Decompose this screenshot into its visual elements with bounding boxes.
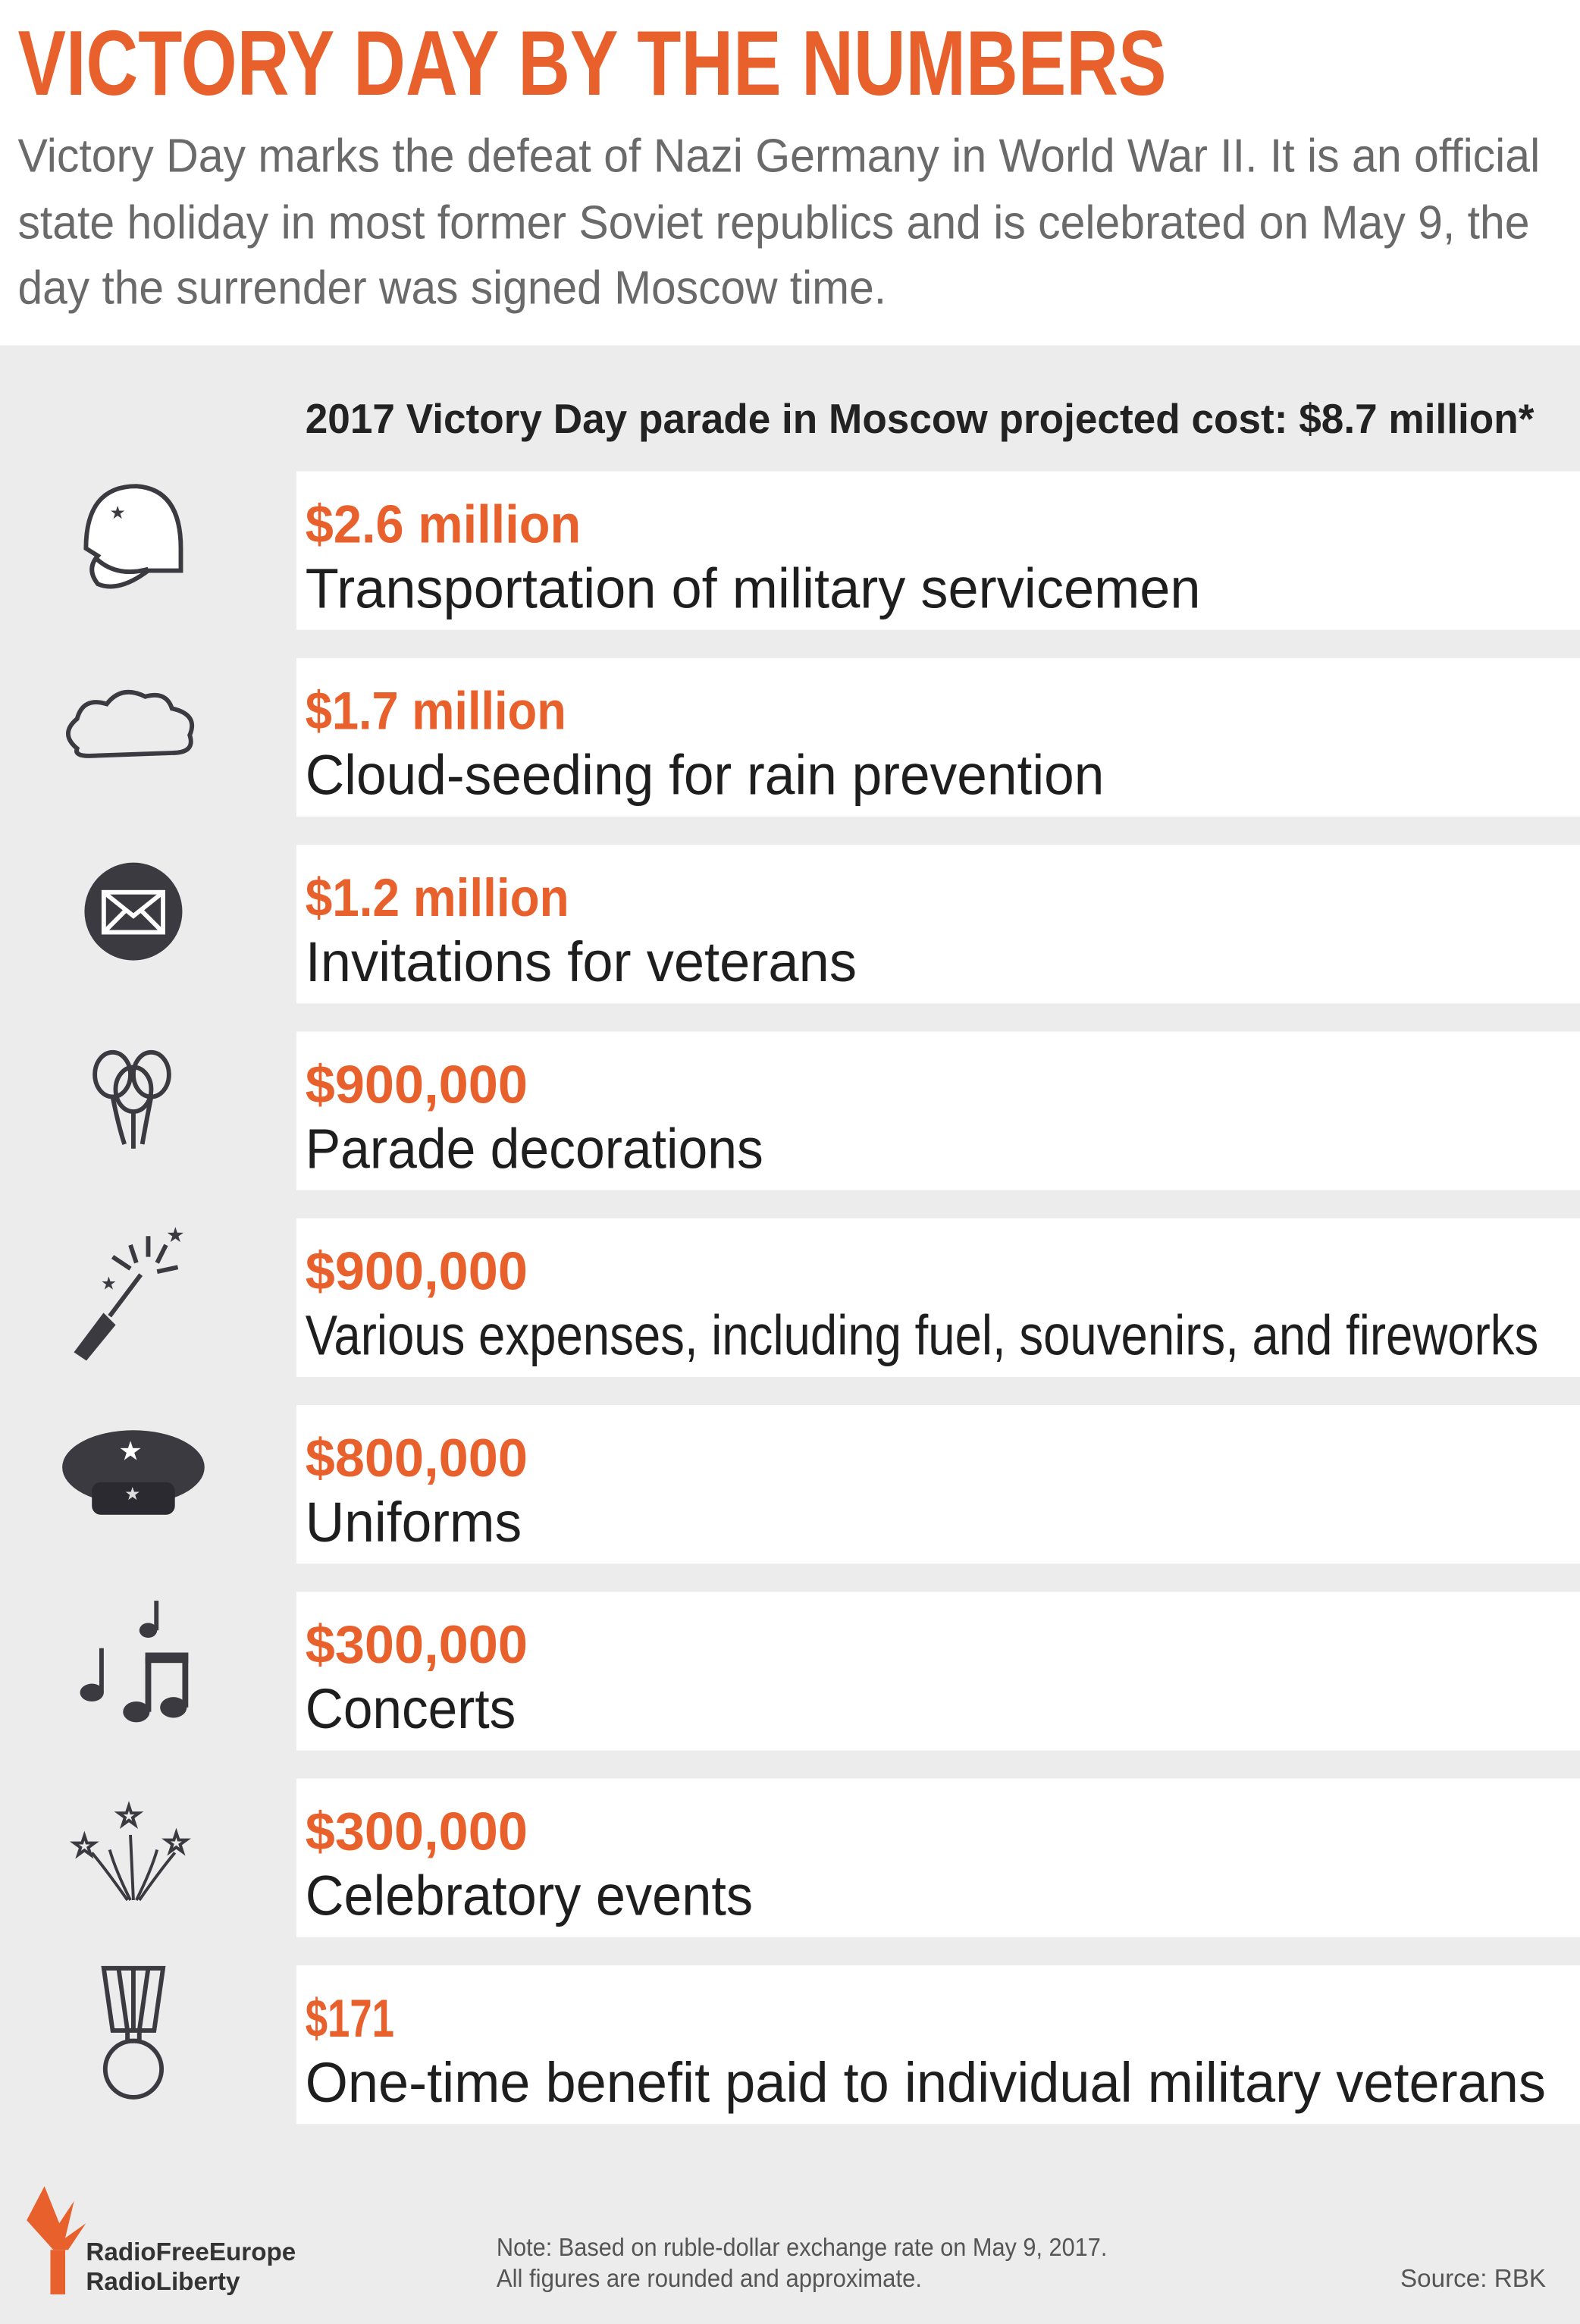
- item-panel: [296, 1218, 1580, 1377]
- item-description: Invitations for veterans: [306, 930, 857, 993]
- icon-part: ☆: [71, 1830, 98, 1862]
- icon-part: [125, 2030, 142, 2043]
- icon-part: [90, 1834, 177, 1902]
- item-description: Celebratory events: [306, 1865, 753, 1927]
- icon-part: [83, 484, 183, 589]
- icon-part: ★: [166, 1223, 185, 1247]
- item-description: Various expenses, including fuel, souven…: [306, 1304, 1539, 1367]
- icon-part: [101, 889, 165, 935]
- icon-part: ☆: [115, 1800, 142, 1833]
- header-bg: [0, 0, 1580, 346]
- icon-part: [145, 1657, 152, 1712]
- item-amount: $2.6 million: [306, 494, 582, 554]
- icon-part: [108, 1236, 179, 1318]
- intro-line: day the surrender was signed Moscow time…: [17, 262, 886, 315]
- icon-part: [84, 862, 183, 961]
- item-amount: $800,000: [306, 1428, 528, 1488]
- icon-part: [80, 1601, 189, 1723]
- icon-part: ★: [124, 1484, 140, 1504]
- item-description: Transportation of military servicemen: [306, 557, 1201, 619]
- icon-part: [93, 555, 149, 575]
- item-description: Cloud-seeding for rain prevention: [306, 744, 1105, 807]
- item-icon: [66, 689, 195, 758]
- icon-part: ☆: [163, 1827, 190, 1859]
- item-panel: [296, 1965, 1580, 2125]
- icon-part: [145, 1652, 189, 1664]
- item-description: Parade decorations: [306, 1117, 763, 1180]
- icon-part: ★: [101, 1274, 117, 1294]
- note: Note: Based on ruble-dollar exchange rat…: [497, 2234, 1107, 2262]
- item-amount: $300,000: [306, 1801, 528, 1861]
- icon-part: [102, 890, 165, 934]
- logo-text: RadioFreeEurope: [86, 2238, 296, 2266]
- subheader: 2017 Victory Day parade in Moscow projec…: [306, 395, 1535, 442]
- item-amount: $1.2 million: [306, 867, 569, 927]
- icon-part: [110, 1096, 154, 1149]
- item-amount: $900,000: [306, 1241, 528, 1301]
- item-panel: [296, 657, 1580, 817]
- icon-part: ★: [110, 503, 126, 522]
- item-icon: ☆ ☆ ☆: [70, 1799, 191, 1902]
- item-description: Uniforms: [306, 1491, 522, 1554]
- item-icon: ★★: [62, 1430, 205, 1515]
- title: VICTORY DAY BY THE NUMBERS: [17, 11, 1166, 114]
- item-icon: [101, 1965, 166, 2100]
- item-panel: [296, 1592, 1580, 1751]
- item-icon: ★★: [74, 1223, 185, 1361]
- icon-part: [66, 689, 195, 758]
- icon-part: ★: [118, 1436, 143, 1466]
- icon-part: [139, 1623, 158, 1638]
- icon-part: [92, 1482, 175, 1515]
- item-description: One-time benefit paid to individual mili…: [306, 2051, 1546, 2114]
- item-description: Concerts: [306, 1677, 516, 1740]
- item-amount: $171: [306, 1988, 394, 2048]
- item-icon: [80, 1601, 189, 1723]
- icon-part: [182, 1652, 189, 1708]
- icon-part: [80, 1683, 104, 1702]
- logo-text: RadioLiberty: [86, 2268, 240, 2296]
- item-icon: [92, 1049, 171, 1149]
- source: Source: RBK: [1400, 2265, 1546, 2293]
- item-panel: [296, 1405, 1580, 1564]
- icon-part: [116, 1968, 151, 2031]
- item-panel: [296, 471, 1580, 630]
- item-icon: ★: [83, 484, 183, 589]
- intro-line: state holiday in most former Soviet repu…: [17, 196, 1529, 249]
- icon-part: [74, 1313, 116, 1361]
- note: All figures are rounded and approximate.: [497, 2265, 922, 2293]
- item-amount: $300,000: [306, 1614, 528, 1674]
- item-amount: $900,000: [306, 1054, 528, 1114]
- icon-part: [101, 1965, 166, 2033]
- item-amount: $1.7 million: [306, 681, 566, 741]
- icon-part: [160, 1697, 187, 1718]
- item-panel: [296, 1031, 1580, 1190]
- icon-part: [123, 1701, 150, 1723]
- icon-part: [154, 1601, 159, 1631]
- icon-part: [99, 1648, 104, 1693]
- item-icon: [84, 862, 183, 961]
- intro-line: Victory Day marks the defeat of Nazi Ger…: [17, 130, 1540, 183]
- item-panel: [296, 1778, 1580, 1937]
- logo-icon: [27, 2186, 86, 2294]
- item-panel: [296, 845, 1580, 1004]
